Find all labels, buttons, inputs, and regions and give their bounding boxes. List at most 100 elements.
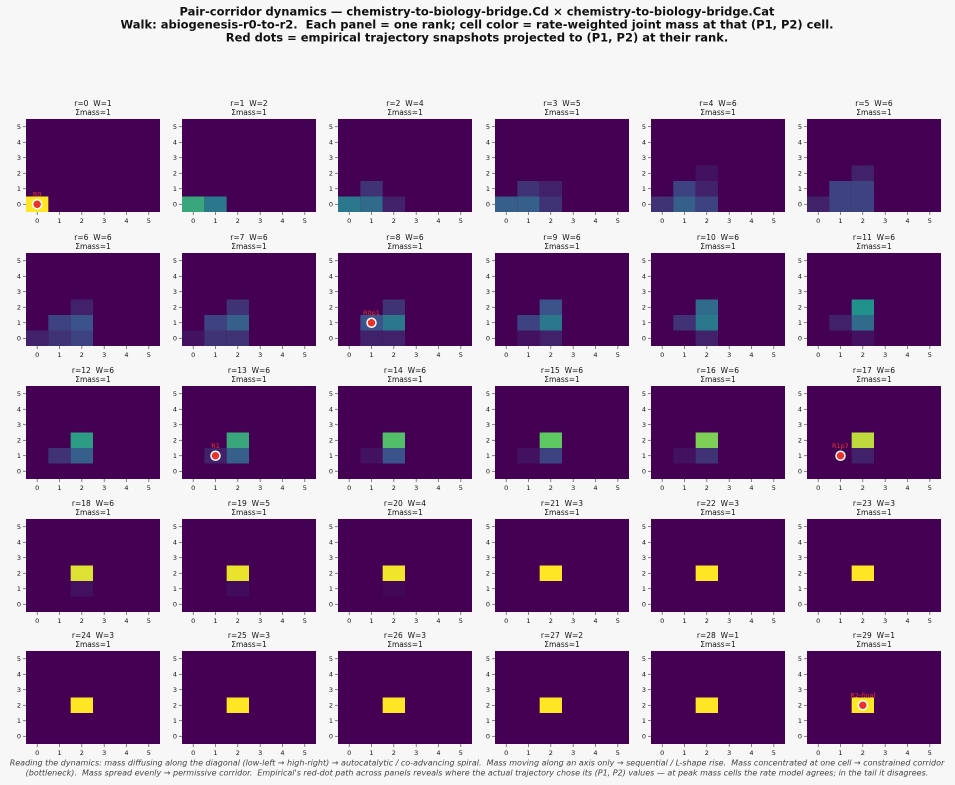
- x-tick-label: 1: [682, 217, 686, 225]
- y-tick-label: 4: [173, 138, 177, 146]
- x-tick-label: 2: [705, 484, 709, 492]
- heat-cell: [517, 181, 540, 197]
- heat-cell: [360, 181, 383, 197]
- x-tick-label: 3: [883, 749, 887, 757]
- y-tick-label: 1: [798, 717, 802, 725]
- y-tick-label: 0: [173, 200, 177, 208]
- y-tick-label: 1: [329, 319, 333, 327]
- x-tick-label: 2: [236, 484, 240, 492]
- x-tick-label: 5: [147, 351, 151, 359]
- x-tick-label: 2: [236, 749, 240, 757]
- y-tick-label: 2: [173, 303, 177, 311]
- x-tick-label: 2: [861, 351, 865, 359]
- y-tick-label: 3: [798, 154, 802, 162]
- x-tick-label: 3: [727, 749, 731, 757]
- x-tick-label: 5: [303, 617, 307, 625]
- panel-subtitle: Σmass=1: [75, 640, 111, 649]
- y-tick-label: 0: [798, 732, 802, 740]
- y-tick-label: 3: [642, 421, 646, 429]
- heat-cell: [851, 181, 874, 197]
- heat-cell: [539, 448, 562, 464]
- heat-cell: [539, 565, 562, 581]
- y-tick-label: 0: [173, 600, 177, 608]
- heat-cell: [695, 448, 718, 464]
- y-tick-label: 1: [798, 185, 802, 193]
- x-tick-label: 1: [682, 617, 686, 625]
- x-tick-label: 4: [593, 217, 597, 225]
- x-tick-label: 4: [280, 749, 284, 757]
- x-tick-label: 2: [705, 217, 709, 225]
- x-tick-label: 3: [727, 351, 731, 359]
- y-tick-label: 2: [486, 569, 490, 577]
- x-tick-label: 0: [191, 351, 195, 359]
- y-tick-label: 2: [798, 169, 802, 177]
- y-tick-label: 4: [173, 405, 177, 413]
- x-tick-label: 0: [816, 617, 820, 625]
- y-tick-label: 1: [642, 452, 646, 460]
- panel-title: r=6 W=6: [74, 233, 112, 242]
- panel-subtitle: Σmass=1: [544, 108, 580, 117]
- panel-title: r=27 W=2: [541, 631, 583, 640]
- caption: Reading the dynamics: mass diffusing alo…: [10, 759, 945, 768]
- heat-cell: [695, 315, 718, 331]
- dot-label: R1p7: [832, 442, 849, 450]
- panel-subtitle: Σmass=1: [856, 640, 892, 649]
- heat-cell: [695, 697, 718, 713]
- x-tick-label: 0: [660, 617, 664, 625]
- y-tick-label: 1: [486, 185, 490, 193]
- panel-subtitle: Σmass=1: [700, 508, 736, 517]
- y-tick-label: 2: [329, 169, 333, 177]
- x-tick-label: 4: [124, 617, 128, 625]
- x-tick-label: 0: [191, 217, 195, 225]
- heat-cell: [70, 697, 93, 713]
- x-tick-label: 3: [883, 217, 887, 225]
- y-tick-label: 1: [486, 717, 490, 725]
- heat-cell: [70, 315, 93, 331]
- x-tick-label: 3: [258, 217, 262, 225]
- x-tick-label: 3: [102, 617, 106, 625]
- y-tick-label: 4: [329, 670, 333, 678]
- x-tick-label: 4: [905, 749, 909, 757]
- x-tick-label: 5: [459, 617, 463, 625]
- y-tick-label: 3: [329, 288, 333, 296]
- x-tick-label: 3: [102, 749, 106, 757]
- x-tick-label: 2: [80, 749, 84, 757]
- x-tick-label: 5: [616, 351, 620, 359]
- y-tick-label: 5: [486, 655, 490, 663]
- y-tick-label: 1: [17, 319, 21, 327]
- panel-title: r=14 W=6: [384, 366, 426, 375]
- y-tick-label: 0: [798, 467, 802, 475]
- y-tick-label: 5: [173, 523, 177, 531]
- x-tick-label: 0: [35, 617, 39, 625]
- x-tick-label: 1: [526, 749, 530, 757]
- x-tick-label: 3: [414, 617, 418, 625]
- heat-cell: [539, 697, 562, 713]
- y-tick-label: 2: [486, 303, 490, 311]
- heat-cell: [539, 315, 562, 331]
- heat-cell: [382, 448, 405, 464]
- x-tick-label: 3: [414, 217, 418, 225]
- x-tick-label: 1: [369, 484, 373, 492]
- panel-title: r=21 W=3: [541, 499, 583, 508]
- dot-label: R2-final: [850, 691, 875, 699]
- y-tick-label: 1: [17, 585, 21, 593]
- y-tick-label: 1: [173, 319, 177, 327]
- x-tick-label: 5: [928, 749, 932, 757]
- y-tick-label: 2: [642, 569, 646, 577]
- heat-cell: [851, 330, 874, 346]
- x-tick-label: 5: [616, 217, 620, 225]
- heat-cell: [70, 448, 93, 464]
- y-tick-label: 3: [17, 154, 21, 162]
- x-tick-label: 4: [124, 749, 128, 757]
- x-tick-label: 1: [682, 484, 686, 492]
- x-tick-label: 3: [414, 484, 418, 492]
- heat-cell: [226, 299, 249, 315]
- x-tick-label: 5: [459, 217, 463, 225]
- x-tick-label: 2: [861, 749, 865, 757]
- y-tick-label: 1: [642, 717, 646, 725]
- y-tick-label: 1: [798, 319, 802, 327]
- y-tick-label: 5: [642, 655, 646, 663]
- x-tick-label: 0: [191, 749, 195, 757]
- x-tick-label: 4: [749, 749, 753, 757]
- heat-cell: [48, 315, 71, 331]
